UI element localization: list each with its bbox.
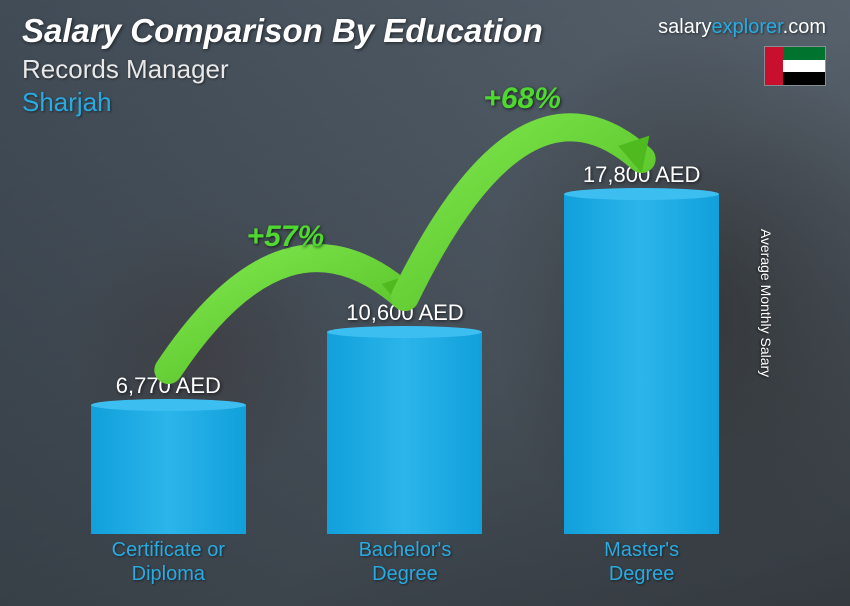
bar-group: 17,800 AED [542, 162, 742, 534]
bar-group: 10,600 AED [305, 300, 505, 534]
bar [564, 194, 719, 534]
y-axis-label: Average Monthly Salary [758, 229, 774, 377]
flag-stripe-green [783, 47, 825, 60]
percent-increase-label: +68% [483, 82, 561, 116]
brand-part3: .com [783, 16, 826, 38]
category-labels: Certificate orDiploma Bachelor'sDegree Mas… [50, 538, 760, 588]
bar-value-label: 17,800 AED [583, 162, 700, 188]
brand-part2: explorer [712, 16, 783, 38]
bar-chart: 6,770 AED 10,600 AED 17,800 AED Certificat… [50, 140, 760, 588]
bar-body [327, 332, 482, 534]
flag-stripes [783, 47, 825, 85]
bar-top-ellipse [91, 399, 246, 411]
category-label: Master'sDegree [542, 538, 742, 588]
bar [91, 405, 246, 534]
bar-value-label: 10,600 AED [346, 300, 463, 326]
brand-logo: salaryexplorer.com [658, 16, 826, 39]
category-label: Bachelor'sDegree [305, 538, 505, 588]
bar-value-label: 6,770 AED [116, 373, 221, 399]
percent-increase-label: +57% [247, 220, 325, 254]
chart-subtitle: Records Manager [22, 54, 828, 85]
bars-container: 6,770 AED 10,600 AED 17,800 AED [50, 140, 760, 534]
flag-stripe-black [783, 72, 825, 85]
flag-red [765, 47, 783, 85]
bar-body [91, 405, 246, 534]
bar-top-ellipse [564, 188, 719, 200]
bar [327, 332, 482, 534]
bar-group: 6,770 AED [68, 373, 268, 534]
flag-stripe-white [783, 60, 825, 73]
bar-top-ellipse [327, 326, 482, 338]
chart-location: Sharjah [22, 87, 828, 118]
category-label: Certificate orDiploma [68, 538, 268, 588]
uae-flag-icon [764, 46, 826, 86]
bar-body [564, 194, 719, 534]
brand-part1: salary [658, 16, 711, 38]
